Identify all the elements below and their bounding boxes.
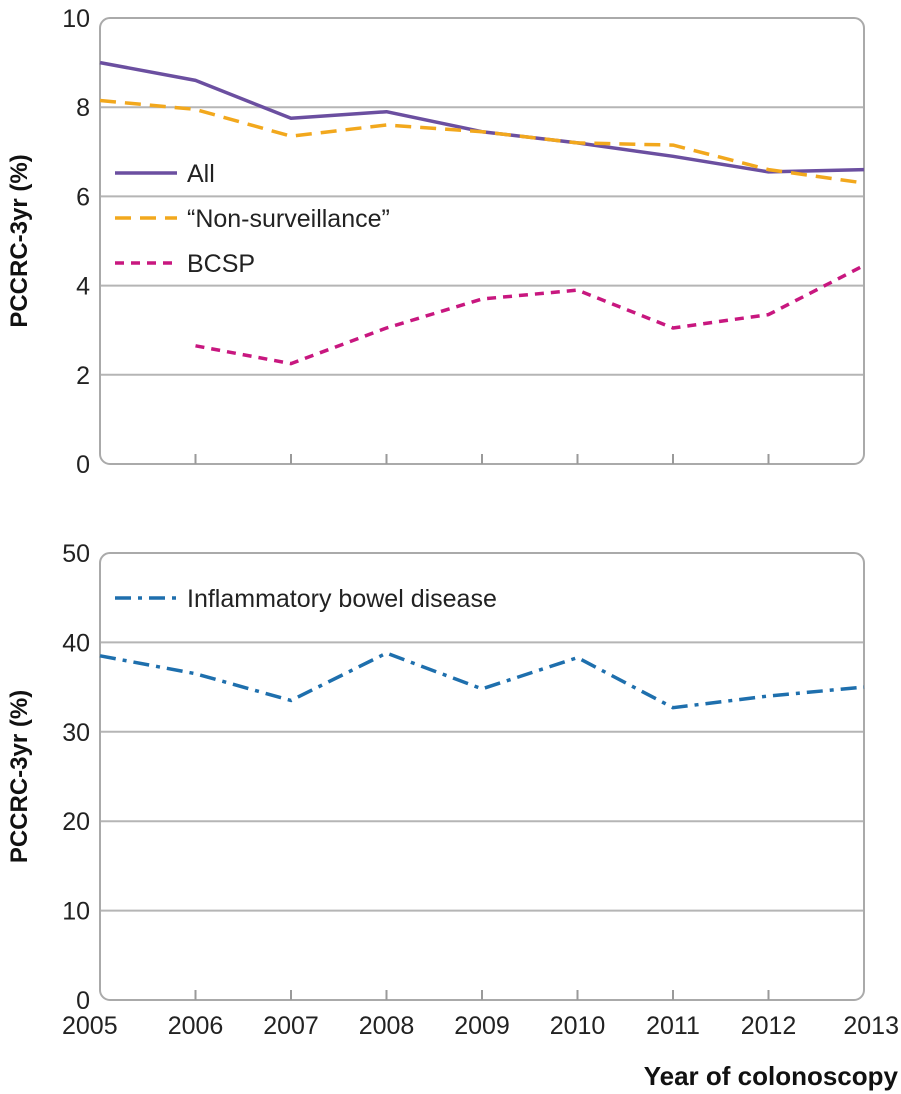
legend-label: Inflammatory bowel disease — [187, 585, 497, 613]
x-axis-label: Year of colonoscopy — [644, 1061, 899, 1091]
y-tick-label: 30 — [62, 719, 90, 747]
plot-frame — [99, 552, 865, 1001]
y-tick-label: 0 — [76, 451, 90, 479]
x-tick-label: 2009 — [454, 1012, 510, 1040]
y-axis-label: PCCRC-3yr (%) — [6, 154, 33, 327]
chart-panel-2: 0 10 20 30 40 50 PCCRC-3yr (%) 2005 2006 2007 2008… — [6, 540, 899, 1091]
x-tick-label: 2007 — [263, 1012, 319, 1040]
series-line — [195, 263, 865, 366]
x-tick-label: 2013 — [843, 1012, 899, 1040]
y-tick-label: 20 — [62, 808, 90, 836]
legend-label: BCSP — [187, 250, 255, 278]
series-line — [99, 60, 865, 174]
y-tick-label: 10 — [62, 5, 90, 33]
chart-panel-1: 0 2 4 6 8 10 PCCRC-3yr (%) All “Non-surveillance… — [6, 5, 865, 479]
series-line — [99, 651, 865, 710]
y-tick-label: 50 — [62, 540, 90, 568]
x-tick-label: 2012 — [741, 1012, 797, 1040]
y-tick-label: 40 — [62, 629, 90, 657]
y-tick-label: 4 — [76, 273, 90, 301]
series-line — [99, 98, 865, 185]
y-tick-label: 0 — [76, 987, 90, 1015]
y-axis-label: PCCRC-3yr (%) — [6, 690, 33, 863]
x-tick-label: 2006 — [168, 1012, 224, 1040]
x-tick-label: 2010 — [550, 1012, 606, 1040]
y-tick-label: 6 — [76, 183, 90, 211]
y-tick-label: 10 — [62, 898, 90, 926]
legend-label: All — [187, 160, 215, 188]
y-tick-label: 2 — [76, 362, 90, 390]
x-tick-label: 2005 — [62, 1012, 118, 1040]
legend-label: “Non-surveillance” — [187, 205, 390, 233]
x-tick-label: 2008 — [359, 1012, 415, 1040]
y-tick-label: 8 — [76, 94, 90, 122]
x-tick-label: 2011 — [646, 1012, 700, 1040]
plot-frame — [99, 17, 865, 465]
